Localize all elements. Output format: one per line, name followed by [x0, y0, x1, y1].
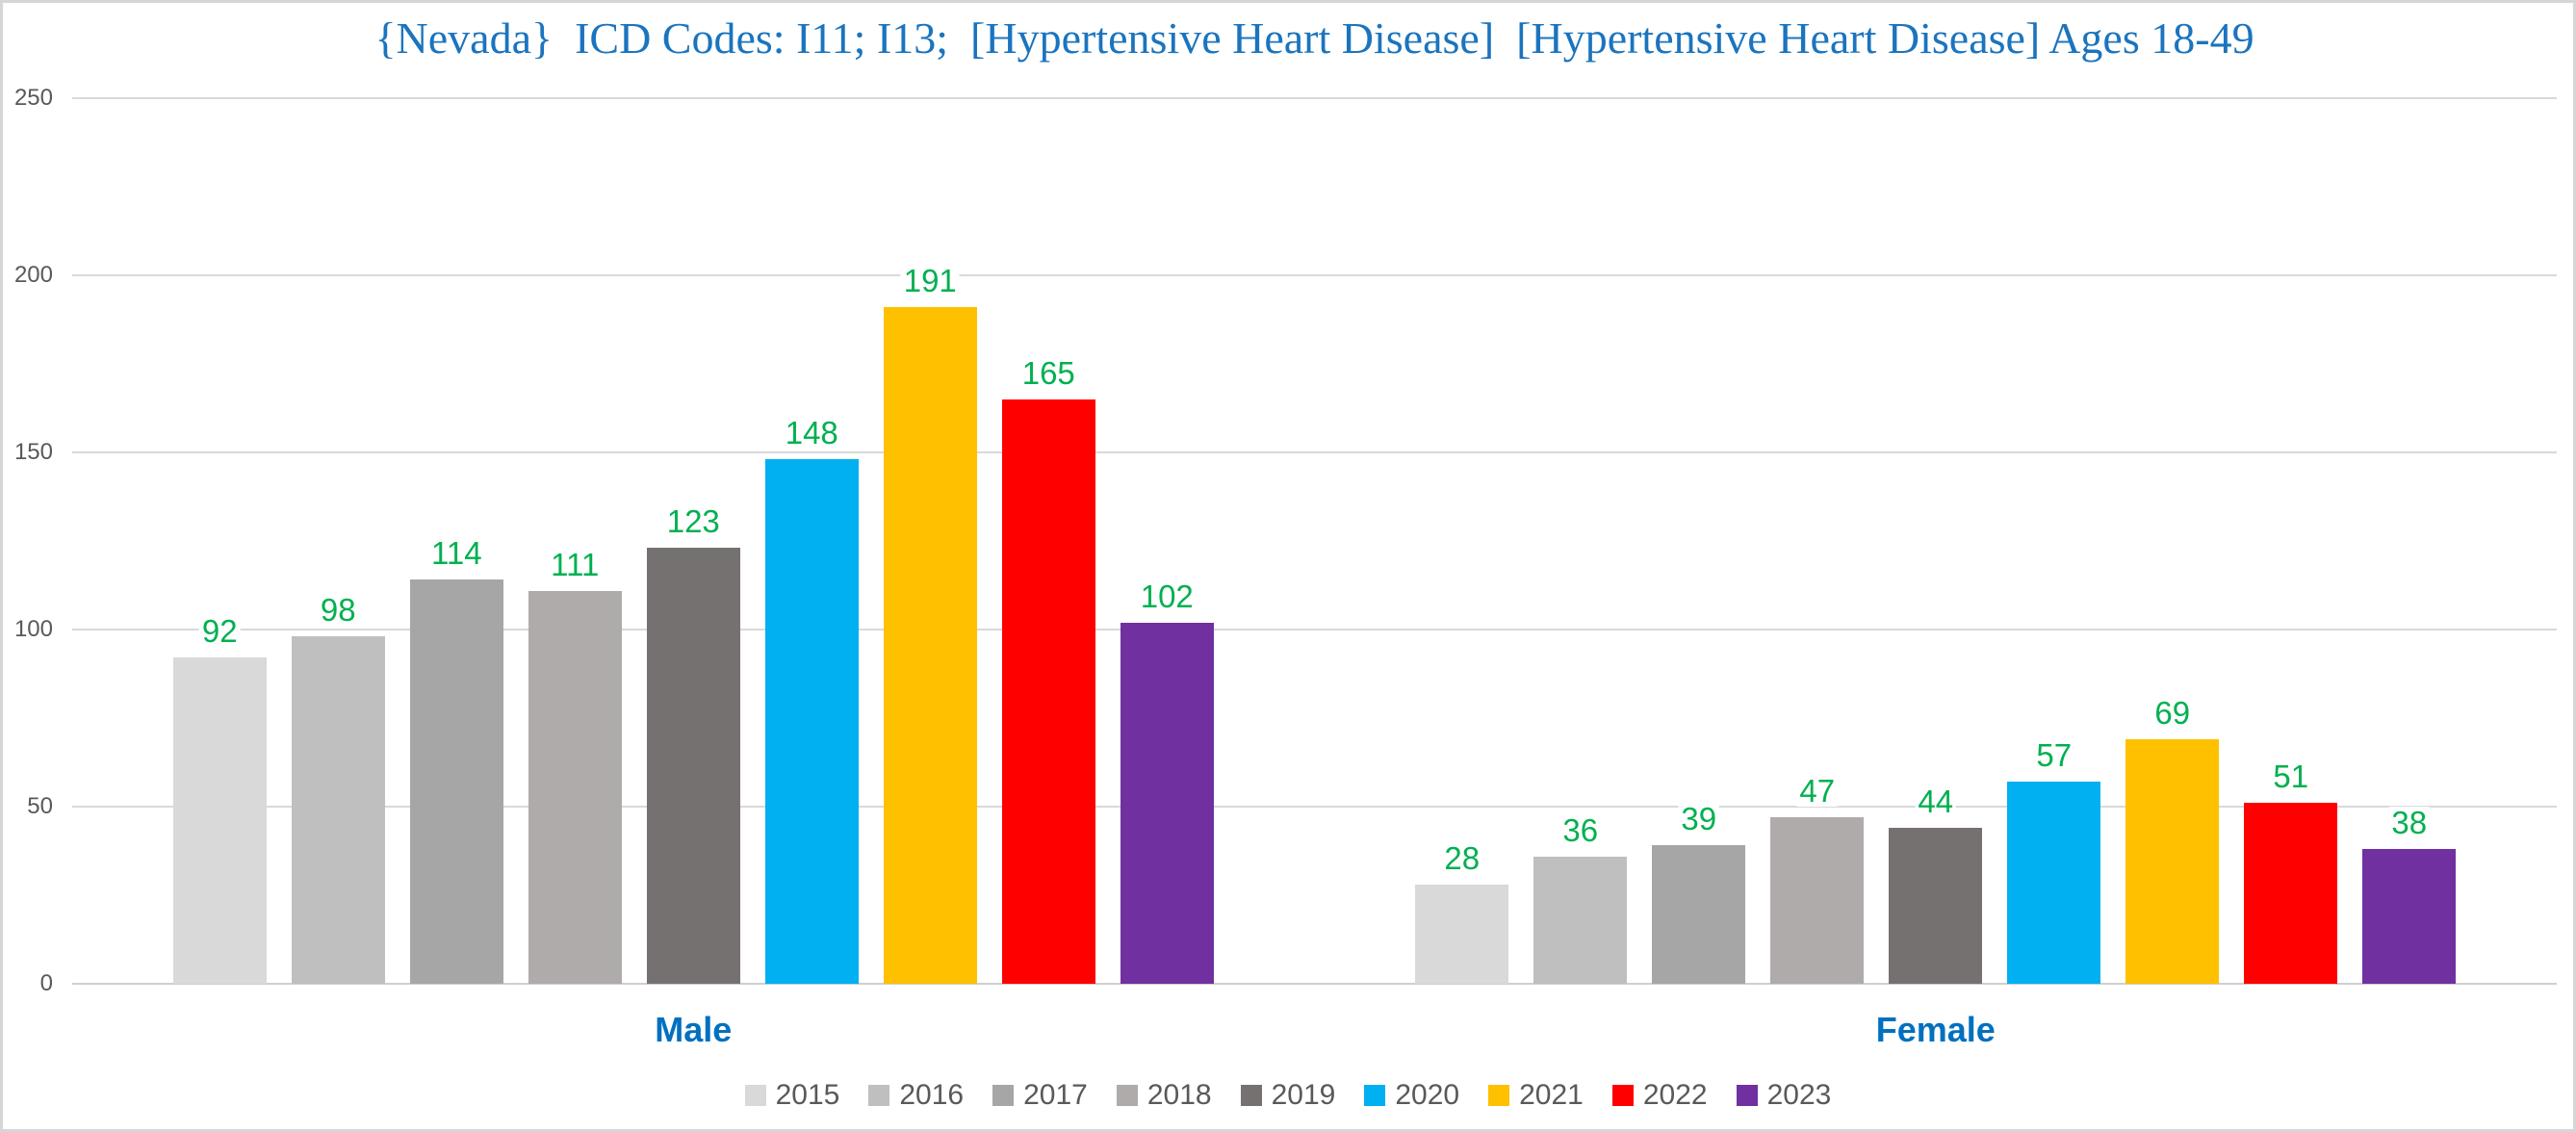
bar-2018-male: 111: [528, 548, 622, 984]
gridline-250: [72, 97, 2557, 99]
bar-2022-female: 51: [2244, 760, 2338, 984]
legend-item-2022: 2022: [1611, 1079, 1708, 1111]
bar-value-label-2022-male: 165: [1018, 356, 1078, 389]
gridline-0: [72, 983, 2557, 985]
bar-2023-female: 38: [2362, 807, 2457, 984]
y-axis-tick-label-100: 100: [13, 616, 53, 642]
gridline-100: [72, 629, 2557, 630]
legend-swatch-icon-2021: [1488, 1085, 1510, 1106]
bar-value-label-2017-female: 39: [1678, 803, 1720, 836]
plot-area: 92 98 114 111 123 148 191 165 102 28 36 39 47 44 57 69 5…: [72, 97, 2557, 985]
legend-item-2018: 2018: [1116, 1079, 1212, 1111]
legend-label-2017: 2017: [1023, 1079, 1088, 1111]
legend-swatch-icon-2015: [744, 1085, 766, 1106]
gridline-50: [72, 806, 2557, 808]
bar-2021-female: 69: [2125, 697, 2220, 984]
bar-value-label-2021-female: 69: [2151, 697, 2194, 730]
bar-value-label-2016-female: 36: [1559, 813, 1602, 846]
bar-value-label-2023-male: 102: [1137, 579, 1197, 612]
legend-swatch-icon-2017: [992, 1085, 1015, 1106]
legend-item-2021: 2021: [1488, 1081, 1584, 1110]
bar-value-label-2023-female: 38: [2388, 807, 2431, 839]
bar-value-label-2017-male: 114: [427, 537, 485, 570]
bar-2016-female: 36: [1533, 813, 1628, 984]
gridline-150: [72, 451, 2557, 453]
bar-2022-male: 165: [1001, 356, 1095, 984]
bar-2017-male: 114: [409, 537, 503, 984]
category-label-male: Male: [655, 1010, 733, 1049]
bar-2015-female: 28: [1415, 841, 1509, 984]
bar-value-label-2018-female: 47: [1796, 775, 1839, 808]
legend-item-2017: 2017: [992, 1081, 1088, 1110]
legend-swatch-icon-2016: [868, 1085, 890, 1106]
category-label-female: Female: [1875, 1010, 1996, 1049]
legend-swatch-icon-2023: [1736, 1085, 1758, 1106]
bar-2015-male: 92: [172, 615, 267, 984]
bar-group-female: 28 36 39 47 44 57 69 51 38: [1315, 98, 2558, 984]
bar-2023-male: 102: [1120, 579, 1214, 984]
legend-label-2021: 2021: [1519, 1079, 1584, 1111]
category-axis: Male Female: [72, 984, 2557, 1047]
bar-2017-female: 39: [1652, 803, 1746, 984]
bar-group-male: 92 98 114 111 123 148 191 165 102: [72, 98, 1315, 984]
legend-label-2016: 2016: [899, 1079, 965, 1111]
legend-label-2019: 2019: [1271, 1079, 1336, 1111]
bar-value-label-2020-male: 148: [782, 417, 841, 450]
legend-swatch-icon-2019: [1240, 1085, 1262, 1106]
bar-2018-female: 47: [1770, 775, 1865, 984]
legend-swatch-icon-2020: [1364, 1085, 1386, 1106]
gridlines-layer: [72, 97, 2557, 985]
bars-layer: 92 98 114 111 123 148 191 165 102 28 36 39 47 44 57 69 5…: [72, 98, 2557, 984]
legend-label-2020: 2020: [1395, 1079, 1460, 1111]
y-axis-tick-label-200: 200: [13, 262, 53, 288]
chart-title: {Nevada} ICD Codes: I11; I13; [Hypertens…: [374, 13, 2254, 63]
legend: 2015 2016 2017 2018 2019 2020 2021 2022 2023: [3, 1081, 2573, 1110]
legend-item-2015: 2015: [744, 1079, 840, 1111]
bar-value-label-2021-male: 191: [900, 265, 960, 297]
bar-value-label-2015-male: 92: [198, 615, 241, 648]
gridline-200: [72, 274, 2557, 276]
bar-value-label-2019-female: 44: [1915, 785, 1957, 818]
bar-value-label-2018-male: 111: [548, 548, 603, 580]
legend-label-2015: 2015: [775, 1079, 840, 1111]
bar-2019-female: 44: [1889, 785, 1983, 984]
bar-value-label-2019-male: 123: [663, 505, 723, 538]
legend-label-2018: 2018: [1146, 1079, 1212, 1111]
legend-item-2023: 2023: [1736, 1079, 1832, 1111]
legend-label-2023: 2023: [1766, 1079, 1832, 1111]
bar-value-label-2015-female: 28: [1441, 841, 1483, 874]
bar-value-label-2016-male: 98: [317, 594, 359, 627]
y-axis-tick-label-250: 250: [13, 85, 53, 111]
bar-2020-female: 57: [2007, 739, 2101, 984]
bar-2020-male: 148: [764, 417, 859, 984]
legend-label-2022: 2022: [1642, 1079, 1708, 1111]
legend-swatch-icon-2022: [1611, 1085, 1634, 1106]
bar-value-label-2022-female: 51: [2270, 760, 2312, 793]
y-axis-tick-label-0: 0: [39, 970, 53, 996]
legend-item-2016: 2016: [868, 1081, 964, 1110]
bar-2021-male: 191: [883, 265, 977, 984]
legend-item-2020: 2020: [1364, 1081, 1459, 1110]
bar-2019-male: 123: [646, 505, 740, 984]
bar-value-label-2020-female: 57: [2033, 739, 2075, 772]
y-axis-tick-label-50: 50: [27, 793, 53, 819]
legend-swatch-icon-2018: [1116, 1085, 1138, 1106]
y-axis-tick-label-150: 150: [13, 439, 53, 465]
bar-2016-male: 98: [291, 594, 385, 984]
legend-item-2019: 2019: [1240, 1079, 1336, 1111]
y-axis: 0 50 100 150 200 250: [3, 87, 53, 995]
